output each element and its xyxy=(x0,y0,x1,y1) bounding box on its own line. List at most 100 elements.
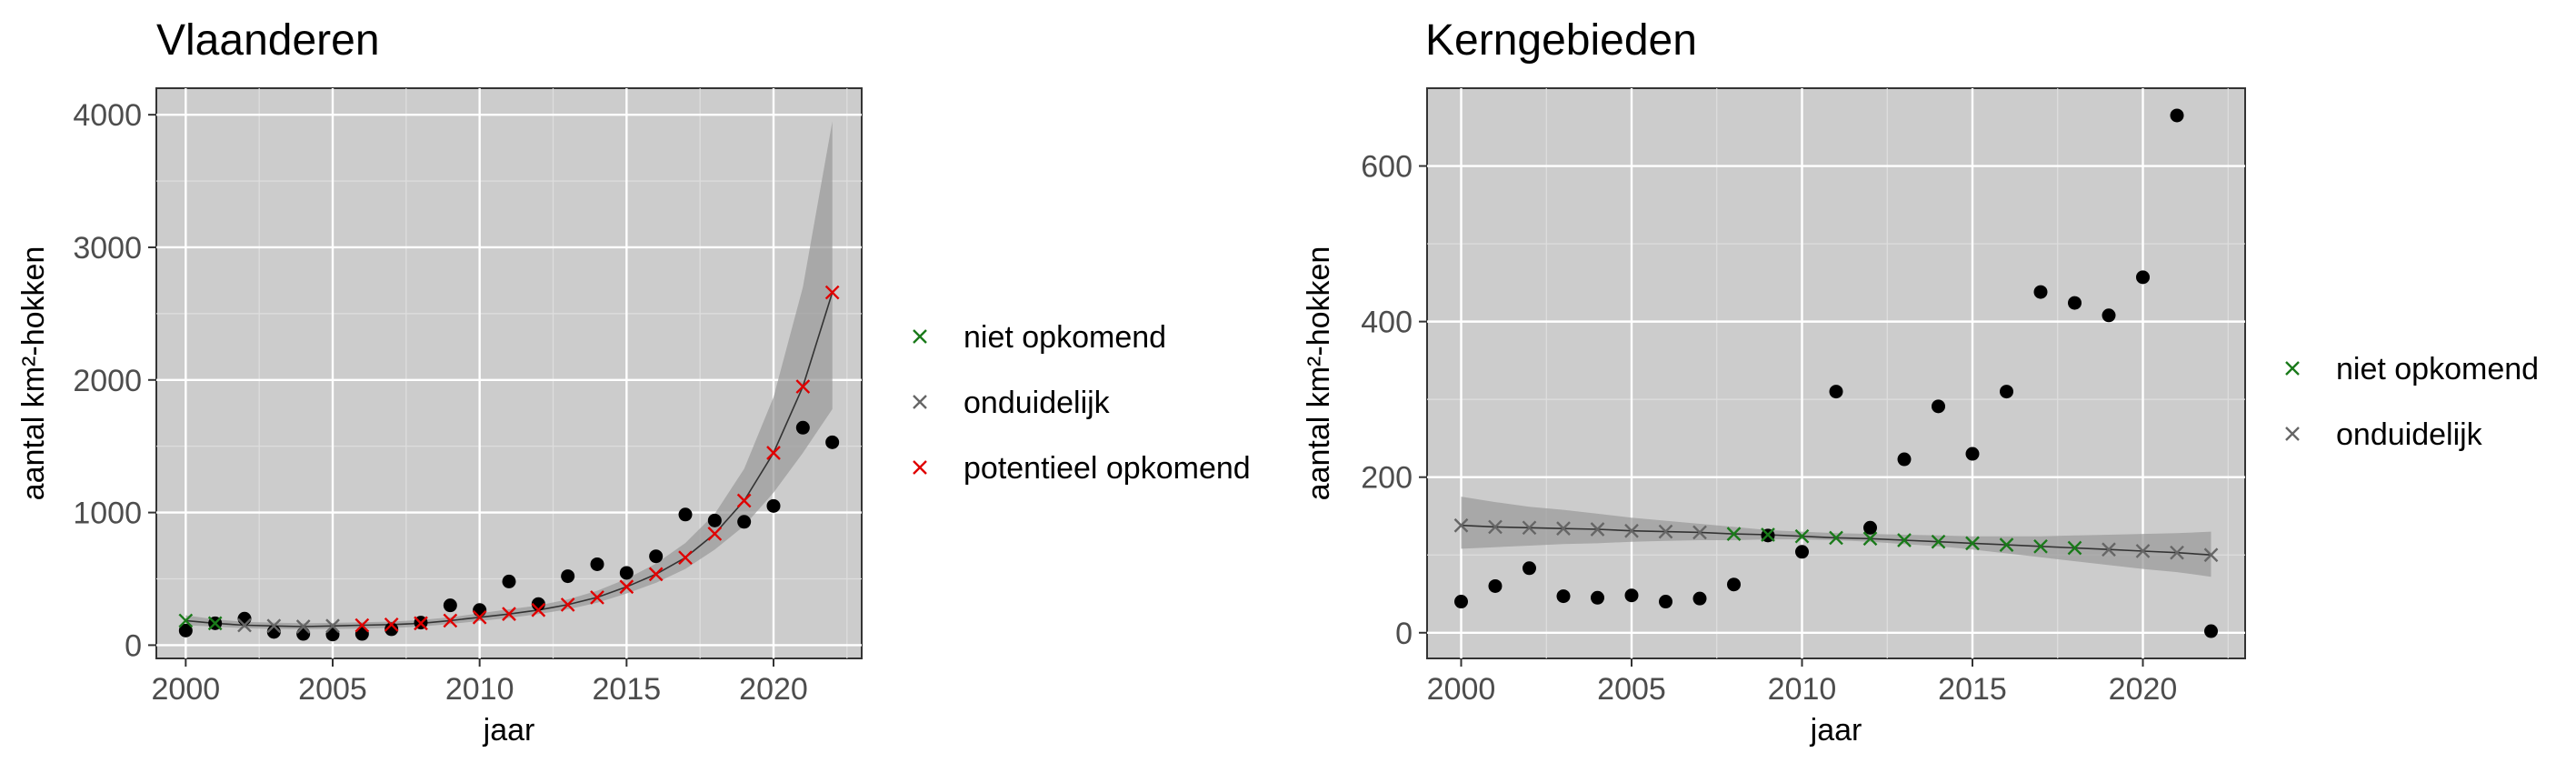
trend-marker xyxy=(560,597,575,612)
observed-point xyxy=(473,603,487,617)
observed-point xyxy=(1795,545,1809,559)
observed-point xyxy=(354,627,369,641)
trend-marker xyxy=(1829,530,1843,546)
y-tick-label: 2000 xyxy=(73,364,142,398)
legend-item: potentieel opkomend xyxy=(913,451,1251,486)
trend-marker xyxy=(590,590,604,605)
trend-marker xyxy=(707,527,723,541)
x-tick-label: 2015 xyxy=(593,672,662,707)
observed-point xyxy=(1523,561,1536,576)
trend-marker xyxy=(178,613,194,628)
legend-item: onduidelijk xyxy=(913,386,1111,420)
observed-point xyxy=(1488,578,1503,593)
x-tick-label: 2010 xyxy=(445,672,514,707)
legend-item: onduidelijk xyxy=(2285,417,2483,452)
x-tick-label: 2000 xyxy=(1427,672,1496,707)
trend-marker xyxy=(502,607,516,622)
y-tick-label: 0 xyxy=(125,628,142,663)
observed-point xyxy=(1897,452,1912,467)
observed-point xyxy=(619,566,634,580)
chart-panel-1: 2000 2005 2010 2015 2020 0 1000 2000 3000 4000 Vla… xyxy=(16,16,1251,748)
trend-marker xyxy=(1590,522,1605,537)
axes: 2000 2005 2010 2015 2020 0 1000 2000 3000 4000 xyxy=(73,88,862,707)
legend: niet opkomend onduidelijk xyxy=(2285,352,2539,452)
trend-marker xyxy=(1522,520,1537,536)
observed-point xyxy=(766,498,781,513)
legend-marker xyxy=(913,460,927,475)
trend-marker xyxy=(443,613,458,628)
x-axis-label: jaar xyxy=(483,713,535,748)
trend-marker xyxy=(648,567,664,582)
trend-marker xyxy=(1453,517,1469,533)
legend-marker xyxy=(913,395,927,409)
observed-point xyxy=(502,574,516,588)
plot-background xyxy=(1426,87,2246,659)
trend-marker xyxy=(2170,545,2184,560)
observed-point xyxy=(1965,447,1980,461)
observed-point xyxy=(178,623,193,637)
legend-label: onduidelijk xyxy=(2336,417,2483,452)
trend-marker xyxy=(2033,538,2048,554)
trend-marker xyxy=(207,616,223,631)
x-tick-label: 2005 xyxy=(1597,672,1666,707)
trend-marker xyxy=(824,285,840,300)
y-tick-label: 200 xyxy=(1361,461,1413,496)
trend-marker xyxy=(325,618,340,634)
observed-point xyxy=(384,622,399,637)
observed-point xyxy=(649,549,664,564)
observed-point xyxy=(737,515,752,529)
trend-marker xyxy=(472,609,487,625)
y-tick-label: 400 xyxy=(1361,306,1413,340)
trend-marker xyxy=(2102,542,2116,557)
trend-marker xyxy=(1999,537,2014,552)
trend-marker xyxy=(1726,527,1742,541)
trend-markers xyxy=(178,285,840,634)
trend-marker xyxy=(384,617,399,632)
observed-point xyxy=(825,435,840,449)
y-tick-label: 4000 xyxy=(73,98,142,133)
observed-point xyxy=(1591,590,1604,605)
trend-marker xyxy=(2135,544,2151,558)
trend-marker xyxy=(266,618,282,634)
observed-point xyxy=(1454,595,1468,609)
observed-point xyxy=(2136,270,2150,285)
y-tick-label: 0 xyxy=(1395,617,1413,651)
trend-marker xyxy=(1965,536,1980,551)
observed-point xyxy=(325,627,340,642)
trend-marker xyxy=(1488,519,1503,535)
y-tick-label: 3000 xyxy=(73,231,142,266)
observed-point xyxy=(1556,589,1571,604)
trend-marker xyxy=(2203,547,2219,563)
observed-point xyxy=(1829,385,1843,399)
legend-marker xyxy=(913,329,927,344)
chart-title: Kerngebieden xyxy=(1425,16,1697,65)
x-tick-label: 2020 xyxy=(739,672,808,707)
observed-point xyxy=(561,569,575,584)
observed-point xyxy=(590,557,604,571)
observed-point xyxy=(1624,588,1639,603)
observed-point xyxy=(707,513,722,527)
observed-point xyxy=(1692,591,1707,606)
chart-title: Vlaanderen xyxy=(156,16,380,65)
chart-panel-2: 2000 2005 2010 2015 2020 0 200 400 600 Kerngebied… xyxy=(1302,16,2539,748)
trend-marker xyxy=(795,379,811,394)
observed-point xyxy=(443,598,457,613)
observed-point xyxy=(1863,520,1877,535)
observed-point xyxy=(2204,624,2218,638)
observed-point xyxy=(2000,385,2013,399)
x-tick-label: 2005 xyxy=(298,672,367,707)
observed-point xyxy=(1659,595,1672,609)
trend-marker xyxy=(237,617,252,633)
observed-points xyxy=(1454,108,2218,638)
y-tick-label: 600 xyxy=(1361,150,1413,185)
observed-point xyxy=(1727,577,1741,592)
legend-item: niet opkomend xyxy=(913,320,1166,355)
x-tick-label: 2020 xyxy=(2109,672,2178,707)
trend-marker xyxy=(295,619,311,634)
trend-marker xyxy=(531,602,546,617)
observed-point xyxy=(2102,308,2116,323)
trend-marker xyxy=(1761,527,1775,542)
x-tick-label: 2010 xyxy=(1768,672,1837,707)
legend-item: niet opkomend xyxy=(2285,352,2539,386)
